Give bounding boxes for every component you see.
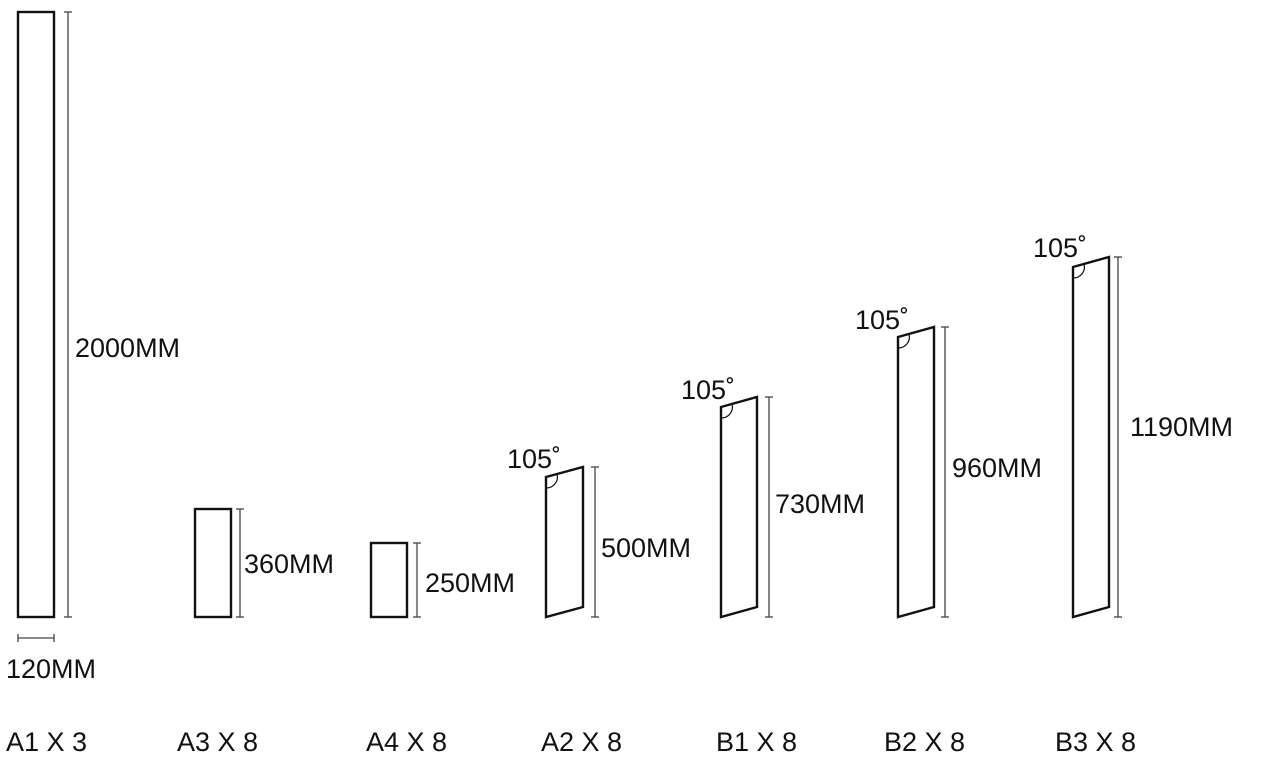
panel-a2-name: A2 X 8 — [541, 727, 622, 757]
panel-a1-name: A1 X 3 — [6, 727, 87, 757]
panel-a1-width-dimension — [17, 634, 55, 642]
panel-a2-height-dimension — [591, 466, 599, 618]
panel-b2-name: B2 X 8 — [884, 727, 965, 757]
panel-a2-height-label: 500MM — [601, 533, 691, 563]
panel-b1: 105˚ 730MM B1 X 8 — [681, 375, 865, 757]
panel-b2-shape — [896, 325, 936, 619]
panel-a3-height-dimension — [236, 508, 244, 618]
panel-b1-height-label: 730MM — [775, 489, 865, 519]
panel-a1-height-label: 2000MM — [75, 333, 180, 363]
panel-a3-height-label: 360MM — [244, 549, 334, 579]
panel-a2-shape — [544, 465, 585, 619]
panel-a3-shape — [193, 507, 233, 619]
panel-a2: 105˚ 500MM A2 X 8 — [507, 444, 691, 757]
panel-b3-shape — [1071, 255, 1111, 619]
panel-a4-height-dimension — [413, 542, 421, 618]
panel-b2-height-label: 960MM — [952, 453, 1042, 483]
panel-a3-name: A3 X 8 — [177, 727, 258, 757]
panel-b3-name: B3 X 8 — [1055, 727, 1136, 757]
panel-a4: 250MM A4 X 8 — [366, 541, 515, 757]
panel-a1-height-dimension — [64, 11, 72, 618]
panel-b1-angle-arc — [720, 403, 734, 419]
panel-b2: 105˚ 960MM B2 X 8 — [855, 305, 1042, 757]
panel-a4-height-label: 250MM — [425, 568, 515, 598]
panel-b3-angle-label: 105˚ — [1033, 233, 1087, 263]
panel-b2-angle-arc — [897, 333, 911, 349]
panel-a3: 360MM A3 X 8 — [177, 507, 334, 757]
panel-b3-height-dimension — [1114, 256, 1122, 618]
panel-b2-height-dimension — [941, 326, 949, 618]
panel-a2-angle-label: 105˚ — [507, 444, 561, 474]
panel-a4-shape — [369, 541, 409, 619]
panel-a1: 2000MM 120MM A1 X 3 — [6, 10, 180, 757]
panel-a1-width-label: 120MM — [6, 654, 96, 684]
panel-b1-angle-label: 105˚ — [681, 375, 735, 405]
panel-b1-height-dimension — [765, 396, 773, 618]
panel-a4-name: A4 X 8 — [366, 727, 447, 757]
panel-b1-name: B1 X 8 — [716, 727, 797, 757]
panel-b3-angle-arc — [1072, 263, 1086, 279]
panel-b1-shape — [719, 395, 759, 619]
panel-b3: 105˚ 1190MM B3 X 8 — [1033, 233, 1233, 757]
panel-a1-shape — [16, 10, 56, 619]
panel-b3-height-label: 1190MM — [1130, 412, 1233, 442]
panel-a2-angle-arc — [545, 473, 559, 489]
panel-b2-angle-label: 105˚ — [855, 305, 909, 335]
